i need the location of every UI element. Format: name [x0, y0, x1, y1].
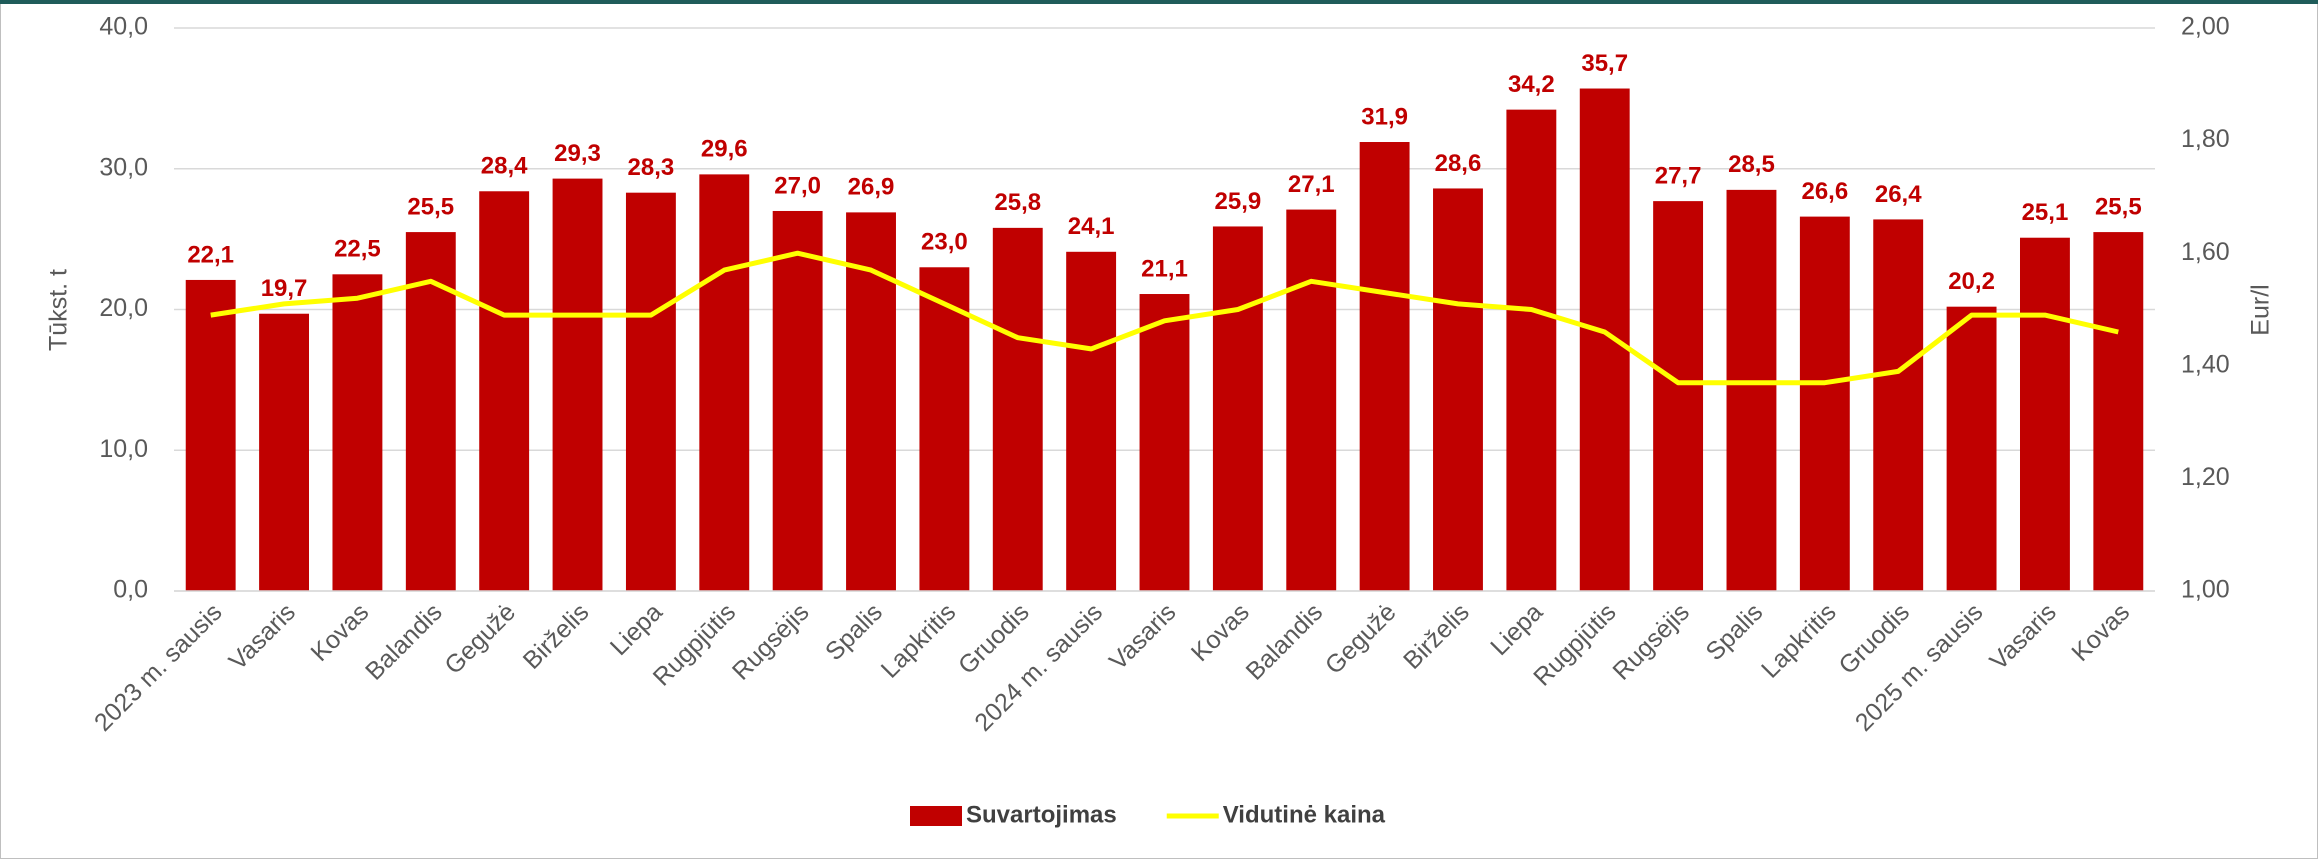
- data-label: 24,1: [1068, 213, 1115, 240]
- y-tick-label: 20,0: [99, 294, 148, 322]
- data-label: 28,3: [628, 154, 675, 181]
- y2-tick-label: 1,20: [2181, 463, 2230, 491]
- y2-tick-label: 2,00: [2181, 13, 2230, 41]
- data-label: 25,8: [994, 189, 1041, 216]
- y2-axis-label: Eur/l: [2247, 284, 2275, 335]
- data-label: 25,5: [407, 193, 454, 220]
- data-label: 21,1: [1141, 255, 1188, 282]
- data-label: 31,9: [1361, 103, 1408, 130]
- legend-label: Suvartojimas: [966, 801, 1117, 828]
- data-label: 25,5: [2095, 193, 2142, 220]
- bar: [552, 178, 603, 592]
- y2-tick-label: 1,80: [2181, 125, 2230, 153]
- data-label: 22,1: [187, 241, 234, 268]
- data-label: 22,5: [334, 236, 381, 263]
- bar: [772, 210, 823, 591]
- data-label: 34,2: [1508, 71, 1555, 98]
- y-tick-label: 30,0: [99, 153, 148, 181]
- bar: [259, 313, 310, 591]
- data-label: 26,9: [848, 174, 895, 201]
- bar: [332, 274, 383, 591]
- bar: [1359, 142, 1410, 591]
- bar: [1212, 226, 1263, 591]
- y-tick-label: 40,0: [99, 13, 148, 41]
- bar: [1066, 251, 1117, 592]
- data-label: 26,4: [1875, 181, 1922, 208]
- legend-label: Vidutinė kaina: [1223, 801, 1386, 828]
- bar: [992, 227, 1043, 592]
- legend-swatch: [910, 806, 962, 826]
- data-label: 28,6: [1435, 150, 1482, 177]
- bar: [1873, 219, 1924, 592]
- data-label: 23,0: [921, 229, 968, 256]
- bar: [699, 174, 750, 591]
- data-label: 28,4: [481, 153, 528, 180]
- bar: [2093, 232, 2144, 591]
- data-label: 19,7: [261, 275, 308, 302]
- bar: [1286, 209, 1337, 591]
- data-label: 28,5: [1728, 151, 1775, 178]
- bar: [625, 192, 676, 592]
- bar: [185, 279, 236, 591]
- bar: [479, 191, 530, 591]
- bar: [405, 232, 456, 591]
- data-label: 27,1: [1288, 171, 1335, 198]
- data-label: 25,9: [1215, 188, 1262, 215]
- data-label: 29,3: [554, 140, 601, 167]
- data-label: 25,1: [2022, 199, 2069, 226]
- top-border: [0, 0, 2318, 4]
- bar: [919, 267, 970, 591]
- y2-tick-label: 1,60: [2181, 238, 2230, 266]
- bar: [1653, 201, 1704, 591]
- bar: [1726, 189, 1777, 592]
- data-label: 26,6: [1801, 178, 1848, 205]
- bar: [1579, 88, 1630, 592]
- data-label: 29,6: [701, 136, 748, 163]
- data-label: 27,0: [774, 172, 821, 199]
- bar: [1139, 294, 1190, 591]
- y-tick-label: 0,0: [113, 576, 148, 604]
- bar: [1799, 216, 1850, 592]
- bar: [2019, 237, 2070, 591]
- bar: [1506, 109, 1557, 591]
- bar: [1433, 188, 1483, 591]
- y-axis-label: Tūkst. t: [45, 269, 73, 351]
- y-tick-label: 10,0: [99, 435, 148, 463]
- data-label: 35,7: [1581, 50, 1628, 77]
- line: [210, 250, 2119, 386]
- y2-tick-label: 1,40: [2181, 350, 2230, 378]
- data-label: 20,2: [1948, 268, 1995, 295]
- bar: [1946, 306, 1997, 591]
- y2-tick-label: 1,00: [2181, 576, 2230, 604]
- data-label: 27,7: [1655, 162, 1702, 189]
